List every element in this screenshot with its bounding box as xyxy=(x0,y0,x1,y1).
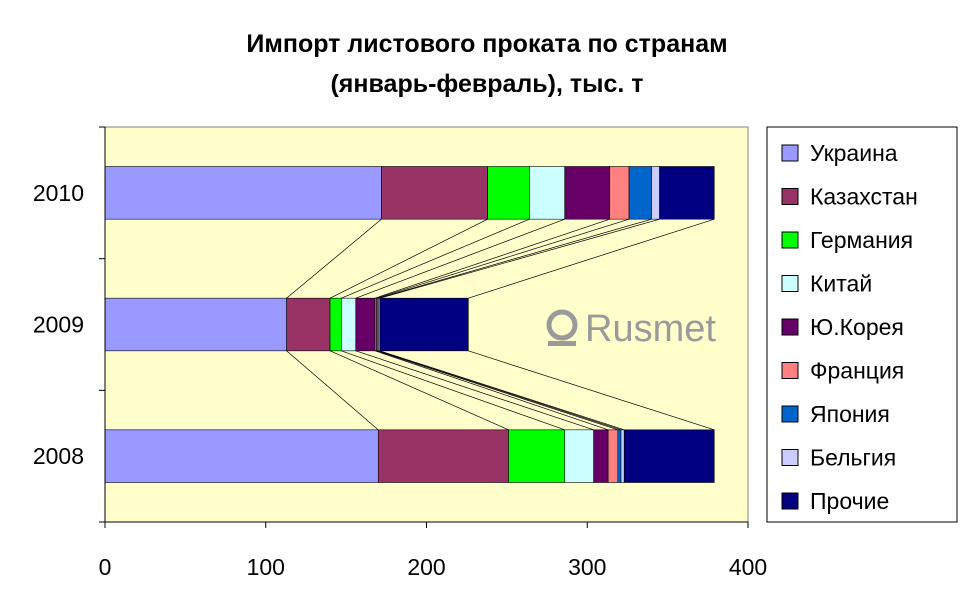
connector-Япония-2009-2008 xyxy=(378,350,622,431)
chart-title-line-2: (январь-февраль), тыс. т xyxy=(330,70,643,98)
legend-swatch-Прочие xyxy=(781,492,799,510)
legend-swatch-Бельгия xyxy=(781,449,799,466)
connector-Китай-2010-2009 xyxy=(355,218,565,299)
x-tick-label: 0 xyxy=(99,554,112,580)
x-tick-label: 200 xyxy=(407,554,445,580)
x-axis-ticks: 0 100 200 300 400 xyxy=(99,522,767,580)
bar-segment-2008-Бельгия xyxy=(620,429,625,483)
x-tick-label: 400 xyxy=(729,554,767,580)
watermark: Rusmet xyxy=(546,308,716,350)
connector-Казахстан-2010-2009 xyxy=(329,218,488,299)
bar-segment-2010-Япония xyxy=(628,166,652,220)
bar-segment-2010-Китай xyxy=(529,166,566,220)
bar-segment-2008-Германия xyxy=(508,429,566,483)
bar-segment-2010-Украина xyxy=(104,166,382,220)
bar-segment-2009-Украина xyxy=(104,297,287,352)
chart-title-line-1: Импорт листового проката по странам xyxy=(246,30,727,58)
bar-segment-2010-Бельгия xyxy=(651,166,660,220)
watermark-text: Rusmet xyxy=(585,308,716,350)
bars xyxy=(104,166,715,483)
x-tick-label: 300 xyxy=(568,554,606,580)
legend-label-Китай: Китай xyxy=(810,271,872,297)
category-label-2008: 2008 xyxy=(33,443,84,469)
legend-label-Ю.Корея: Ю.Корея xyxy=(810,314,904,340)
bar-segment-2008-Украина xyxy=(104,429,379,483)
legend-label-Казахстан: Казахстан xyxy=(810,184,918,210)
bar-segment-2010-Казахстан xyxy=(381,166,488,220)
bar-segment-2008-Прочие xyxy=(623,429,715,483)
category-label-2010: 2010 xyxy=(33,180,84,206)
legend-label-Украина: Украина xyxy=(810,140,898,166)
legend-label-Япония: Япония xyxy=(810,401,890,427)
legend-label-Германия: Германия xyxy=(810,227,913,253)
legend-swatch-Германия xyxy=(781,231,799,249)
series-connectors xyxy=(286,218,715,431)
bar-segment-2008-Франция xyxy=(607,429,619,483)
legend-swatch-Ю.Корея xyxy=(781,318,799,336)
bar-segment-2010-Германия xyxy=(487,166,530,220)
bar-segment-2008-Казахстан xyxy=(377,429,509,483)
legend-label-Бельгия: Бельгия xyxy=(810,445,896,471)
bar-segment-2009-Прочие xyxy=(379,297,469,352)
connector-Прочие-2010-2009 xyxy=(468,218,715,299)
legend-label-Прочие: Прочие xyxy=(810,488,889,514)
bar-segment-2008-Япония xyxy=(617,429,622,483)
bar-segment-2010-Прочие xyxy=(659,166,715,220)
legend-label-Франция: Франция xyxy=(810,358,904,384)
category-label-2009: 2009 xyxy=(33,312,84,338)
legend-swatch-Украина xyxy=(781,144,799,162)
bar-segment-2009-Ю.Корея xyxy=(355,297,376,352)
x-tick-label: 100 xyxy=(247,554,285,580)
bar-segment-2010-Франция xyxy=(609,166,630,220)
legend-swatch-Казахстан xyxy=(781,188,799,205)
connector-Китай-2009-2008 xyxy=(355,350,594,431)
y-axis-ticks: 2010 2009 2008 xyxy=(33,126,105,523)
connector-Бельгия-2010-2009 xyxy=(379,218,660,299)
connector-Германия-2009-2008 xyxy=(341,350,565,431)
rusmet-logo-base xyxy=(548,341,576,346)
connector-Украина-2010-2009 xyxy=(286,218,382,299)
legend-swatch-Китай xyxy=(781,275,799,292)
bar-segment-2008-Китай xyxy=(564,429,594,483)
connector-Ю.Корея-2010-2009 xyxy=(374,218,610,299)
legend-items: Украина Казахстан Германия Китай Ю.Корея Фран… xyxy=(781,140,918,514)
bar-segment-2008-Ю.Корея xyxy=(593,429,609,483)
legend-swatch-Япония xyxy=(781,405,799,423)
connector-Германия-2010-2009 xyxy=(341,218,530,299)
connector-Украина-2009-2008 xyxy=(286,350,379,431)
bar-segment-2009-Германия xyxy=(329,297,342,352)
connector-Ю.Корея-2009-2008 xyxy=(374,350,609,431)
connector-Франция-2009-2008 xyxy=(376,350,618,431)
connector-Япония-2010-2009 xyxy=(378,218,652,299)
connector-Бельгия-2009-2008 xyxy=(379,350,625,431)
connector-Прочие-2009-2008 xyxy=(468,350,715,431)
bar-segment-2009-Китай xyxy=(341,297,357,352)
bar-segment-2009-Казахстан xyxy=(286,297,331,352)
connector-Казахстан-2009-2008 xyxy=(329,350,509,431)
rusmet-logo-icon xyxy=(546,309,578,341)
legend xyxy=(766,126,958,523)
connector-Франция-2010-2009 xyxy=(376,218,630,299)
bar-segment-2010-Ю.Корея xyxy=(564,166,611,220)
legend-swatch-Франция xyxy=(781,362,799,379)
